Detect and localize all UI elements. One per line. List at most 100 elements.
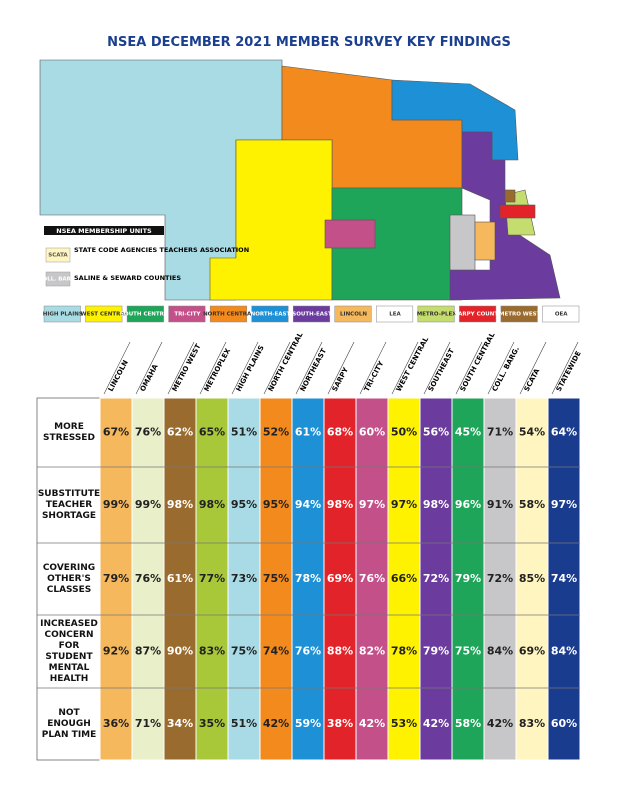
cell: 76% bbox=[135, 426, 161, 439]
column-header: SCATA bbox=[523, 367, 542, 393]
cell: 58% bbox=[455, 717, 481, 730]
row-label: INCREASED CONCERN FOR STUDENT MENTAL HEA… bbox=[40, 618, 98, 684]
header-rule bbox=[295, 341, 323, 395]
column-header: METROPLEX bbox=[203, 347, 233, 393]
note: STATE CODE AGENCIES TEACHERS ASSOCIATION bbox=[74, 246, 249, 254]
unit-label: METRO-PLEX bbox=[417, 312, 458, 318]
cell: 42% bbox=[423, 717, 449, 730]
cell: 64% bbox=[551, 426, 577, 439]
cell: 76% bbox=[359, 572, 385, 585]
cell: 65% bbox=[199, 426, 225, 439]
cell: 53% bbox=[391, 717, 417, 730]
column-band bbox=[227, 397, 261, 761]
column-header: SARPY bbox=[331, 365, 351, 393]
cell: 77% bbox=[199, 572, 225, 585]
cell: 95% bbox=[231, 498, 257, 511]
header-rule bbox=[455, 341, 483, 395]
unit-swatch bbox=[209, 305, 247, 323]
cell: 51% bbox=[231, 426, 257, 439]
cell: 83% bbox=[199, 645, 225, 658]
column-band bbox=[515, 397, 549, 761]
unit-label: TRI-CITY bbox=[174, 312, 201, 318]
cell: 79% bbox=[103, 572, 129, 585]
cell: 74% bbox=[263, 645, 289, 658]
column-band bbox=[451, 397, 485, 761]
column-header: NORTHEAST bbox=[299, 347, 328, 393]
cell: 99% bbox=[103, 498, 129, 511]
cell: 76% bbox=[295, 645, 321, 658]
region-west-central bbox=[209, 139, 333, 301]
column-band bbox=[163, 397, 197, 761]
cell: 87% bbox=[135, 645, 161, 658]
unit-label: NORTH-EAST bbox=[251, 312, 291, 318]
cell: 71% bbox=[135, 717, 161, 730]
swatch-label: SCATA bbox=[48, 253, 68, 259]
cell: 97% bbox=[551, 498, 577, 511]
cell: 42% bbox=[487, 717, 513, 730]
cell: 98% bbox=[167, 498, 193, 511]
cell: 66% bbox=[391, 572, 417, 585]
column-header: SOUTHEAST bbox=[427, 347, 456, 393]
region-coll-barg bbox=[449, 214, 476, 271]
header-rule bbox=[167, 341, 195, 395]
column-band bbox=[355, 397, 389, 761]
cell: 42% bbox=[263, 717, 289, 730]
column-header: LINCOLN bbox=[107, 359, 130, 393]
unit-label: SOUTH CENTRAL bbox=[120, 312, 172, 318]
cell: 98% bbox=[327, 498, 353, 511]
row-label: NOT ENOUGH PLAN TIME bbox=[41, 707, 97, 740]
cell: 91% bbox=[487, 498, 513, 511]
unit-swatch bbox=[126, 305, 164, 323]
unit-swatch bbox=[251, 305, 289, 323]
cell: 61% bbox=[295, 426, 321, 439]
column-header: STATEWIDE bbox=[555, 350, 583, 393]
column-band bbox=[195, 397, 229, 761]
note-text: SALINE & SEWARD COUNTIES bbox=[74, 274, 181, 282]
cell: 98% bbox=[199, 498, 225, 511]
unit-label: SARPY COUNTY bbox=[454, 312, 503, 318]
swatch bbox=[45, 271, 71, 287]
unit-label: LEA bbox=[389, 312, 401, 318]
column-band bbox=[483, 397, 517, 761]
cell: 69% bbox=[327, 572, 353, 585]
column-header: COLL. BARG. bbox=[491, 345, 521, 393]
cell: 60% bbox=[551, 717, 577, 730]
cell: 76% bbox=[135, 572, 161, 585]
unit-label: SOUTH-EAST bbox=[292, 312, 332, 318]
cell: 85% bbox=[519, 572, 545, 585]
region-lincoln bbox=[474, 221, 496, 261]
unit-label: OEA bbox=[555, 312, 568, 318]
header-rule bbox=[103, 341, 131, 395]
column-header: METRO WEST bbox=[171, 343, 203, 393]
header-rule bbox=[487, 341, 515, 395]
unit-label: HIGH PLAINS bbox=[43, 312, 83, 318]
label-column bbox=[36, 397, 101, 761]
cell: 79% bbox=[423, 645, 449, 658]
cell: 83% bbox=[519, 717, 545, 730]
column-band bbox=[547, 397, 581, 761]
legend-title: NSEA MEMBERSHIP UNITS bbox=[56, 227, 152, 235]
title: NSEA DECEMBER 2021 MEMBER SURVEY KEY FIN… bbox=[107, 35, 511, 50]
header-rule bbox=[263, 341, 291, 395]
cell: 92% bbox=[103, 645, 129, 658]
cell: 72% bbox=[487, 572, 513, 585]
unit-swatch bbox=[542, 305, 580, 323]
cell: 84% bbox=[487, 645, 513, 658]
cell: 34% bbox=[167, 717, 193, 730]
unit-label: NORTH CENTRAL bbox=[203, 312, 255, 318]
header-rule bbox=[327, 341, 355, 395]
unit-swatch bbox=[334, 305, 372, 323]
unit-swatch bbox=[292, 305, 331, 323]
column-header: SOUTH CENTRAL bbox=[459, 331, 497, 393]
cell: 72% bbox=[423, 572, 449, 585]
unit-swatch bbox=[459, 305, 497, 323]
unit-swatch bbox=[168, 305, 206, 323]
cell: 35% bbox=[199, 717, 225, 730]
header-rule bbox=[519, 341, 547, 395]
cell: 59% bbox=[295, 717, 321, 730]
cell: 56% bbox=[423, 426, 449, 439]
cell: 74% bbox=[551, 572, 577, 585]
column-header: TRI-CITY bbox=[363, 359, 386, 393]
